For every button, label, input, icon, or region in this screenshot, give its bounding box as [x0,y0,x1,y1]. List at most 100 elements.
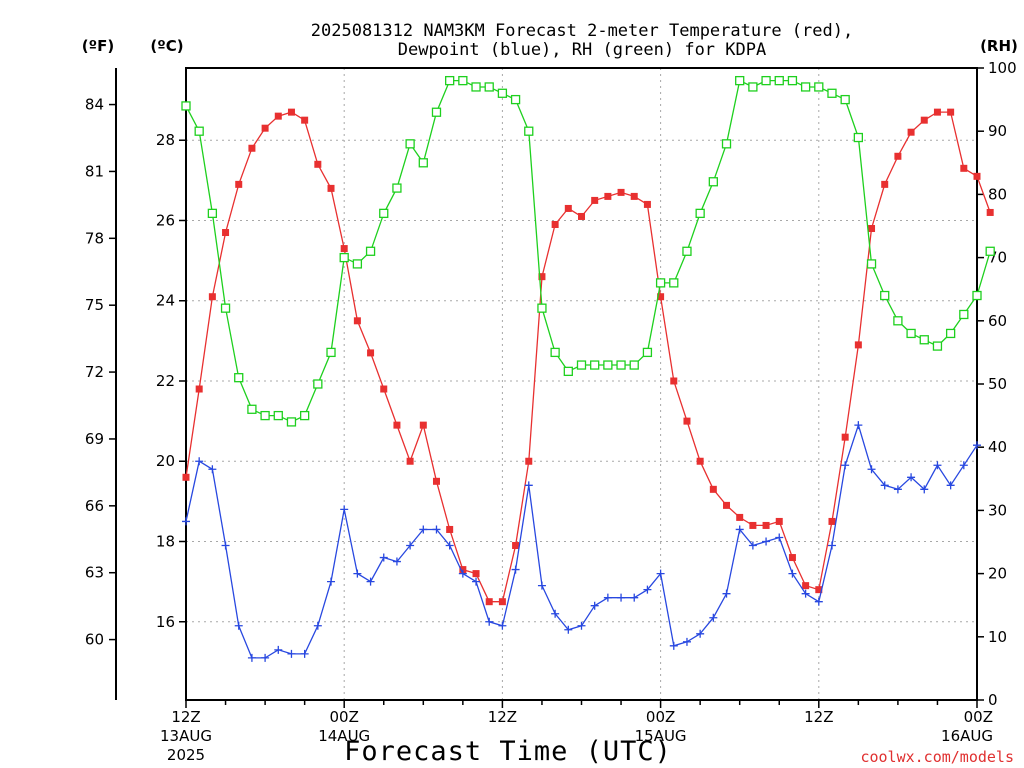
temperature-point-14 [367,349,375,357]
temperature-point-19 [432,477,440,485]
dewpoint-point-55 [907,473,916,482]
temperature-point-57 [933,108,941,116]
x-tick-label-12-line-1: 00Z [330,708,359,726]
temperature-point-24 [498,598,506,606]
rh-point-55 [906,328,916,339]
rh-point-48 [814,82,824,92]
axes [109,67,984,708]
rh-series [181,75,995,427]
credit-link[interactable]: coolwx.com/models [860,748,1014,766]
temperature-point-25 [512,542,520,550]
rh-point-13 [352,259,363,269]
temperature-point-30 [578,212,585,220]
dewpoint-point-20 [445,541,454,550]
temperature-point-56 [920,116,928,124]
dewpoint-point-52 [867,465,876,474]
rh-point-33 [616,360,626,370]
dewpoint-point-29 [564,625,573,634]
dewpoint-point-16 [392,557,401,566]
temperature-point-8 [287,108,295,116]
rh-point-36 [655,278,666,288]
dewpoint-point-32 [603,593,612,602]
dewpoint-point-27 [537,581,546,590]
rh-tick-label-40: 40 [988,438,1007,456]
dewpoint-point-60 [973,441,981,450]
temperature-point-34 [630,192,638,200]
x-tick-label-36-line-1: 00Z [646,708,675,726]
dewpoint-point-40 [709,613,718,622]
dewpoint-point-11 [327,577,336,586]
dewpoint-point-50 [841,461,850,470]
celsius-unit-label: (ºC) [150,37,183,55]
rh-tick-label-10: 10 [988,628,1007,646]
rh-point-19 [431,107,442,117]
temperature-point-51 [854,341,862,349]
dewpoint-series [182,421,981,662]
rh-tick-label-60: 60 [988,312,1007,330]
temperature-point-53 [881,180,889,188]
dewpoint-point-17 [406,541,415,550]
temperature-point-54 [894,152,902,160]
rh-point-30 [576,360,587,370]
temperature-point-18 [419,421,427,429]
dewpoint-point-7 [274,645,283,654]
temperature-point-60 [973,172,981,180]
rh-point-5 [247,404,257,414]
temperature-point-41 [723,501,731,509]
rh-point-31 [590,360,600,370]
temperature-point-12 [340,245,348,253]
dewpoint-point-54 [893,485,902,494]
rh-unit-label: (RH) [980,37,1018,55]
dewpoint-point-13 [353,569,362,578]
dewpoint-point-6 [261,653,270,662]
temperature-point-11 [327,184,335,192]
temperature-point-35 [643,200,651,208]
temperature-point-55 [907,128,915,136]
rh-point-58 [945,328,956,339]
rh-point-4 [234,373,244,383]
rh-point-35 [642,347,653,358]
rh-point-54 [893,316,903,326]
dewpoint-point-37 [669,641,678,650]
dewpoint-point-30 [577,621,586,630]
rh-point-38 [682,246,692,256]
rh-point-0 [181,101,191,111]
rh-point-43 [748,82,758,92]
plot-frame [185,67,978,701]
dewpoint-point-14 [366,577,375,586]
dewpoint-point-34 [630,593,639,602]
temperature-point-31 [591,196,599,204]
dewpoint-point-15 [379,553,388,562]
x-tick-label-48-line-1: 12Z [804,708,833,726]
temperature-point-61 [986,208,994,216]
temperature-point-58 [947,108,955,116]
rh-point-24 [497,88,508,98]
dewpoint-point-4 [234,621,243,630]
dewpoint-point-49 [827,541,836,550]
celsius-tick-label-26: 26 [156,211,175,229]
rh-point-15 [379,208,389,219]
temperature-point-17 [406,457,414,465]
temperature-point-43 [749,521,757,529]
dewpoint-point-39 [696,629,705,638]
temperature-point-44 [762,521,770,529]
rh-point-40 [708,177,718,187]
dewpoint-point-26 [524,481,533,490]
dewpoint-point-41 [722,589,731,598]
rh-point-39 [695,208,705,219]
dewpoint-point-8 [287,649,296,658]
rh-point-11 [326,347,336,358]
dewpoint-point-9 [300,649,309,658]
dewpoint-point-25 [511,565,520,574]
dewpoint-point-3 [221,541,230,550]
chart-title-line-2: Dewpoint (blue), RH (green) for KDPA [398,40,766,60]
rh-point-10 [313,379,323,389]
rh-point-27 [537,303,547,313]
x-tick-label-12-line-2: 14AUG [318,727,370,745]
rh-point-34 [629,360,639,370]
dewpoint-point-35 [643,585,652,594]
temperature-point-39 [696,457,704,465]
fahrenheit-tick-label-84: 84 [85,96,104,114]
rh-point-3 [220,303,231,313]
dewpoint-point-28 [551,609,560,618]
